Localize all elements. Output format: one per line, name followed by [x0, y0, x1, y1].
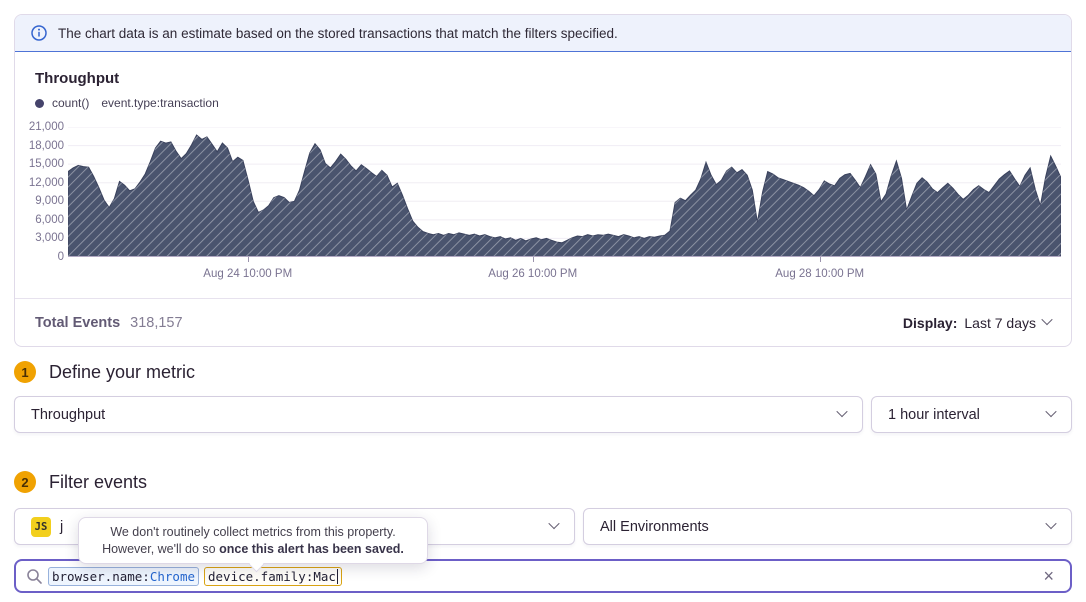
x-axis-tick — [819, 257, 822, 262]
metric-select[interactable]: Throughput — [14, 396, 863, 433]
metrics-tooltip: We don't routinely collect metrics from … — [78, 517, 428, 572]
y-axis-label: 3,000 — [35, 232, 64, 245]
display-value: Last 7 days — [964, 314, 1036, 331]
token-value: Chrome — [149, 568, 195, 584]
text-cursor — [336, 568, 339, 584]
chevron-down-icon — [1045, 405, 1057, 418]
token-key: device.family: — [208, 568, 314, 584]
section-define-metric: 1 Define your metric — [14, 361, 195, 383]
legend-series-label: count() — [52, 96, 90, 110]
project-select-value: j — [60, 518, 64, 535]
javascript-platform-icon: JS — [31, 516, 51, 537]
chevron-down-icon — [1041, 313, 1053, 326]
x-axis-tick — [532, 257, 535, 262]
y-axis-label: 18,000 — [28, 139, 64, 152]
x-axis-tick — [247, 257, 250, 262]
throughput-area-chart — [68, 127, 1061, 257]
filter-search-input[interactable]: browser.name: Chrome device.family: Mac × — [14, 559, 1072, 593]
info-icon — [31, 25, 47, 41]
chevron-down-icon — [1045, 517, 1057, 530]
search-token-device-family[interactable]: device.family: Mac — [204, 566, 343, 586]
chart-legend: count() event.type:transaction — [35, 96, 219, 110]
section-2-title: Filter events — [49, 471, 148, 492]
token-key: browser.name: — [52, 568, 150, 584]
environment-select-value: All Environments — [600, 518, 709, 535]
x-axis-label: Aug 28 10:00 PM — [775, 268, 865, 280]
y-axis-label: 9,000 — [35, 195, 64, 208]
step-1-badge: 1 — [14, 361, 36, 383]
total-events: Total Events 318,157 — [35, 314, 183, 332]
info-banner-text: The chart data is an estimate based on t… — [58, 25, 618, 41]
chevron-down-icon — [548, 517, 560, 530]
y-axis-label: 0 — [57, 251, 64, 263]
clear-search-icon[interactable]: × — [1043, 566, 1054, 586]
chart-footer: Total Events 318,157 Display: Last 7 days — [15, 298, 1071, 346]
tooltip-line-2: However, we'll do so once this alert has… — [102, 541, 404, 556]
y-axis-label: 21,000 — [28, 121, 64, 133]
display-period-dropdown[interactable]: Display: Last 7 days — [902, 313, 1053, 331]
search-token-browser-name[interactable]: browser.name: Chrome — [48, 566, 199, 586]
info-banner: The chart data is an estimate based on t… — [15, 15, 1071, 52]
total-events-value: 318,157 — [130, 314, 183, 331]
legend-filter-label: event.type:transaction — [101, 96, 219, 110]
y-axis-label: 12,000 — [28, 176, 64, 189]
environment-select[interactable]: All Environments — [583, 508, 1072, 545]
chart-panel: The chart data is an estimate based on t… — [14, 14, 1072, 347]
token-value: Mac — [313, 568, 336, 584]
y-axis-labels: 21,000 18,000 15,000 12,000 9,000 6,000 3,000 0 — [15, 121, 64, 263]
chevron-down-icon — [836, 405, 848, 418]
x-axis-label: Aug 26 10:00 PM — [488, 268, 578, 280]
x-axis-label: Aug 24 10:00 PM — [203, 268, 293, 280]
area-chart-svg — [68, 127, 1061, 257]
y-axis-label: 6,000 — [35, 213, 64, 226]
section-1-title: Define your metric — [49, 361, 196, 382]
section-filter-events: 2 Filter events — [14, 471, 147, 493]
metric-select-value: Throughput — [31, 406, 106, 423]
interval-select-value: 1 hour interval — [888, 406, 980, 423]
y-axis-label: 15,000 — [28, 158, 64, 171]
tooltip-line-1: We don't routinely collect metrics from … — [110, 525, 396, 539]
display-label: Display: — [902, 314, 958, 331]
legend-dot-icon — [35, 98, 44, 108]
chart-title: Throughput — [35, 70, 120, 87]
step-2-badge: 2 — [14, 471, 36, 493]
search-icon — [27, 568, 42, 584]
interval-select[interactable]: 1 hour interval — [871, 396, 1072, 433]
total-events-label: Total Events — [35, 314, 121, 331]
